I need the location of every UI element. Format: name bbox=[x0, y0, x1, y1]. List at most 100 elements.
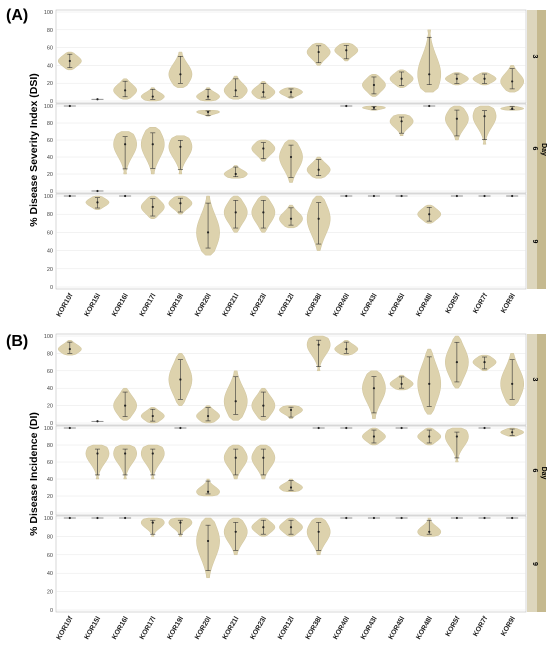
median-point bbox=[262, 526, 265, 529]
violin-KOR12l bbox=[279, 139, 303, 183]
y-tick-label: 60 bbox=[47, 138, 53, 144]
median-point bbox=[124, 194, 127, 198]
facet-row-9: 0 20 40 60 80 100 9 bbox=[44, 193, 538, 291]
violin-KOR43l bbox=[362, 427, 386, 446]
y-tick-label: 0 bbox=[50, 511, 53, 517]
y-tick-label: 40 bbox=[47, 477, 53, 483]
median-point bbox=[68, 426, 71, 430]
median-point bbox=[345, 426, 348, 430]
median-point bbox=[455, 516, 458, 520]
x-tick-label: KOR45l bbox=[388, 292, 407, 317]
median-point bbox=[289, 408, 293, 412]
violin-KOR5f bbox=[450, 194, 463, 198]
x-tick-label: KOR23l bbox=[249, 615, 268, 640]
y-tick-label: 60 bbox=[47, 460, 53, 466]
violin-KOR40l bbox=[340, 104, 353, 108]
violin-KOR16l bbox=[113, 131, 137, 175]
violin-KOR43l bbox=[362, 74, 386, 97]
y-tick-label: 100 bbox=[44, 10, 53, 16]
median-point bbox=[179, 145, 182, 148]
median-point bbox=[68, 194, 71, 198]
median-point bbox=[234, 456, 237, 459]
median-point bbox=[345, 104, 348, 108]
x-tick-label: KOR19l bbox=[166, 292, 185, 317]
median-point bbox=[262, 91, 265, 94]
violin-KOR7f bbox=[478, 194, 491, 198]
violin-KOR20l bbox=[196, 517, 220, 579]
panel-label: (B) bbox=[6, 333, 28, 350]
x-tick-label: KOR10f bbox=[56, 292, 75, 318]
median-point bbox=[289, 217, 293, 220]
median-point bbox=[179, 521, 182, 524]
median-point bbox=[372, 387, 376, 390]
median-point bbox=[96, 420, 99, 423]
median-point bbox=[234, 211, 237, 214]
y-tick-label: 60 bbox=[47, 369, 53, 375]
y-tick-label: 100 bbox=[44, 334, 53, 340]
violin-KOR17l bbox=[140, 195, 165, 219]
violin-KOR9l bbox=[500, 65, 524, 93]
chart-panel-1: (A) % Disease Severity Index (DSI) Day 0 20 4… bbox=[6, 7, 547, 318]
y-tick-label: 20 bbox=[47, 172, 53, 178]
median-point bbox=[428, 104, 431, 108]
violin-KOR19l bbox=[168, 51, 193, 88]
violin-KOR10f bbox=[63, 194, 76, 198]
y-tick-label: 20 bbox=[47, 590, 53, 596]
violin-KOR16l bbox=[119, 516, 132, 520]
violin-KOR43l bbox=[362, 370, 386, 419]
facet-row-label: 6 bbox=[531, 469, 538, 473]
median-point bbox=[96, 98, 99, 101]
x-tick-label: KOR10f bbox=[56, 615, 75, 641]
facet-row-6: 0 20 40 60 80 100 6 bbox=[44, 103, 538, 195]
median-point bbox=[317, 426, 320, 430]
x-tick-label: KOR48l bbox=[415, 615, 434, 640]
y-tick-label: 0 bbox=[50, 285, 53, 291]
median-point bbox=[511, 107, 514, 110]
y-tick-label: 0 bbox=[50, 421, 53, 427]
violin-KOR43l bbox=[362, 105, 386, 111]
median-point bbox=[68, 59, 71, 63]
y-tick-label: 60 bbox=[47, 553, 53, 559]
violin-KOR23l bbox=[251, 195, 276, 233]
violin-KOR21l bbox=[223, 517, 248, 556]
median-point bbox=[511, 80, 514, 83]
violin-KOR45l bbox=[389, 114, 414, 136]
median-point bbox=[372, 194, 376, 198]
median-point bbox=[511, 194, 514, 198]
median-point bbox=[206, 490, 210, 493]
violin-KOR40l bbox=[334, 340, 359, 356]
median-point bbox=[179, 73, 182, 76]
median-point bbox=[124, 516, 127, 520]
median-point bbox=[151, 452, 154, 455]
median-point bbox=[483, 426, 486, 430]
violin-KOR5f bbox=[445, 427, 469, 463]
median-point bbox=[428, 435, 431, 438]
violin-KOR9l bbox=[506, 194, 519, 198]
y-tick-label: 40 bbox=[47, 571, 53, 577]
violin-KOR7f bbox=[472, 105, 497, 145]
y-axis-label: % Disease Incidence (DI) bbox=[28, 412, 40, 536]
violin-KOR19l bbox=[174, 426, 187, 430]
violin-KOR9l bbox=[500, 353, 525, 406]
y-tick-label: 20 bbox=[47, 81, 53, 87]
median-point bbox=[289, 526, 293, 529]
median-point bbox=[289, 155, 293, 159]
violin-KOR10f bbox=[57, 340, 82, 356]
median-point bbox=[483, 115, 486, 118]
y-tick-label: 60 bbox=[47, 230, 53, 236]
violin-KOR23l bbox=[251, 517, 276, 537]
violin-KOR21l bbox=[223, 75, 248, 100]
median-point bbox=[317, 343, 320, 346]
median-point bbox=[455, 77, 458, 80]
violin-KOR38l bbox=[306, 42, 331, 66]
median-point bbox=[428, 213, 431, 216]
median-point bbox=[400, 194, 403, 198]
x-tick-label: KOR21l bbox=[222, 292, 241, 317]
x-tick-label: KOR9l bbox=[500, 615, 517, 637]
violin-KOR48l bbox=[417, 427, 442, 446]
median-point bbox=[345, 194, 348, 198]
violin-KOR40l bbox=[340, 426, 353, 430]
median-point bbox=[372, 516, 376, 520]
x-tick-label: KOR5f bbox=[445, 292, 462, 315]
chart-panel-2: (B)% Disease Incidence (DI) Day0204060801… bbox=[6, 333, 547, 641]
